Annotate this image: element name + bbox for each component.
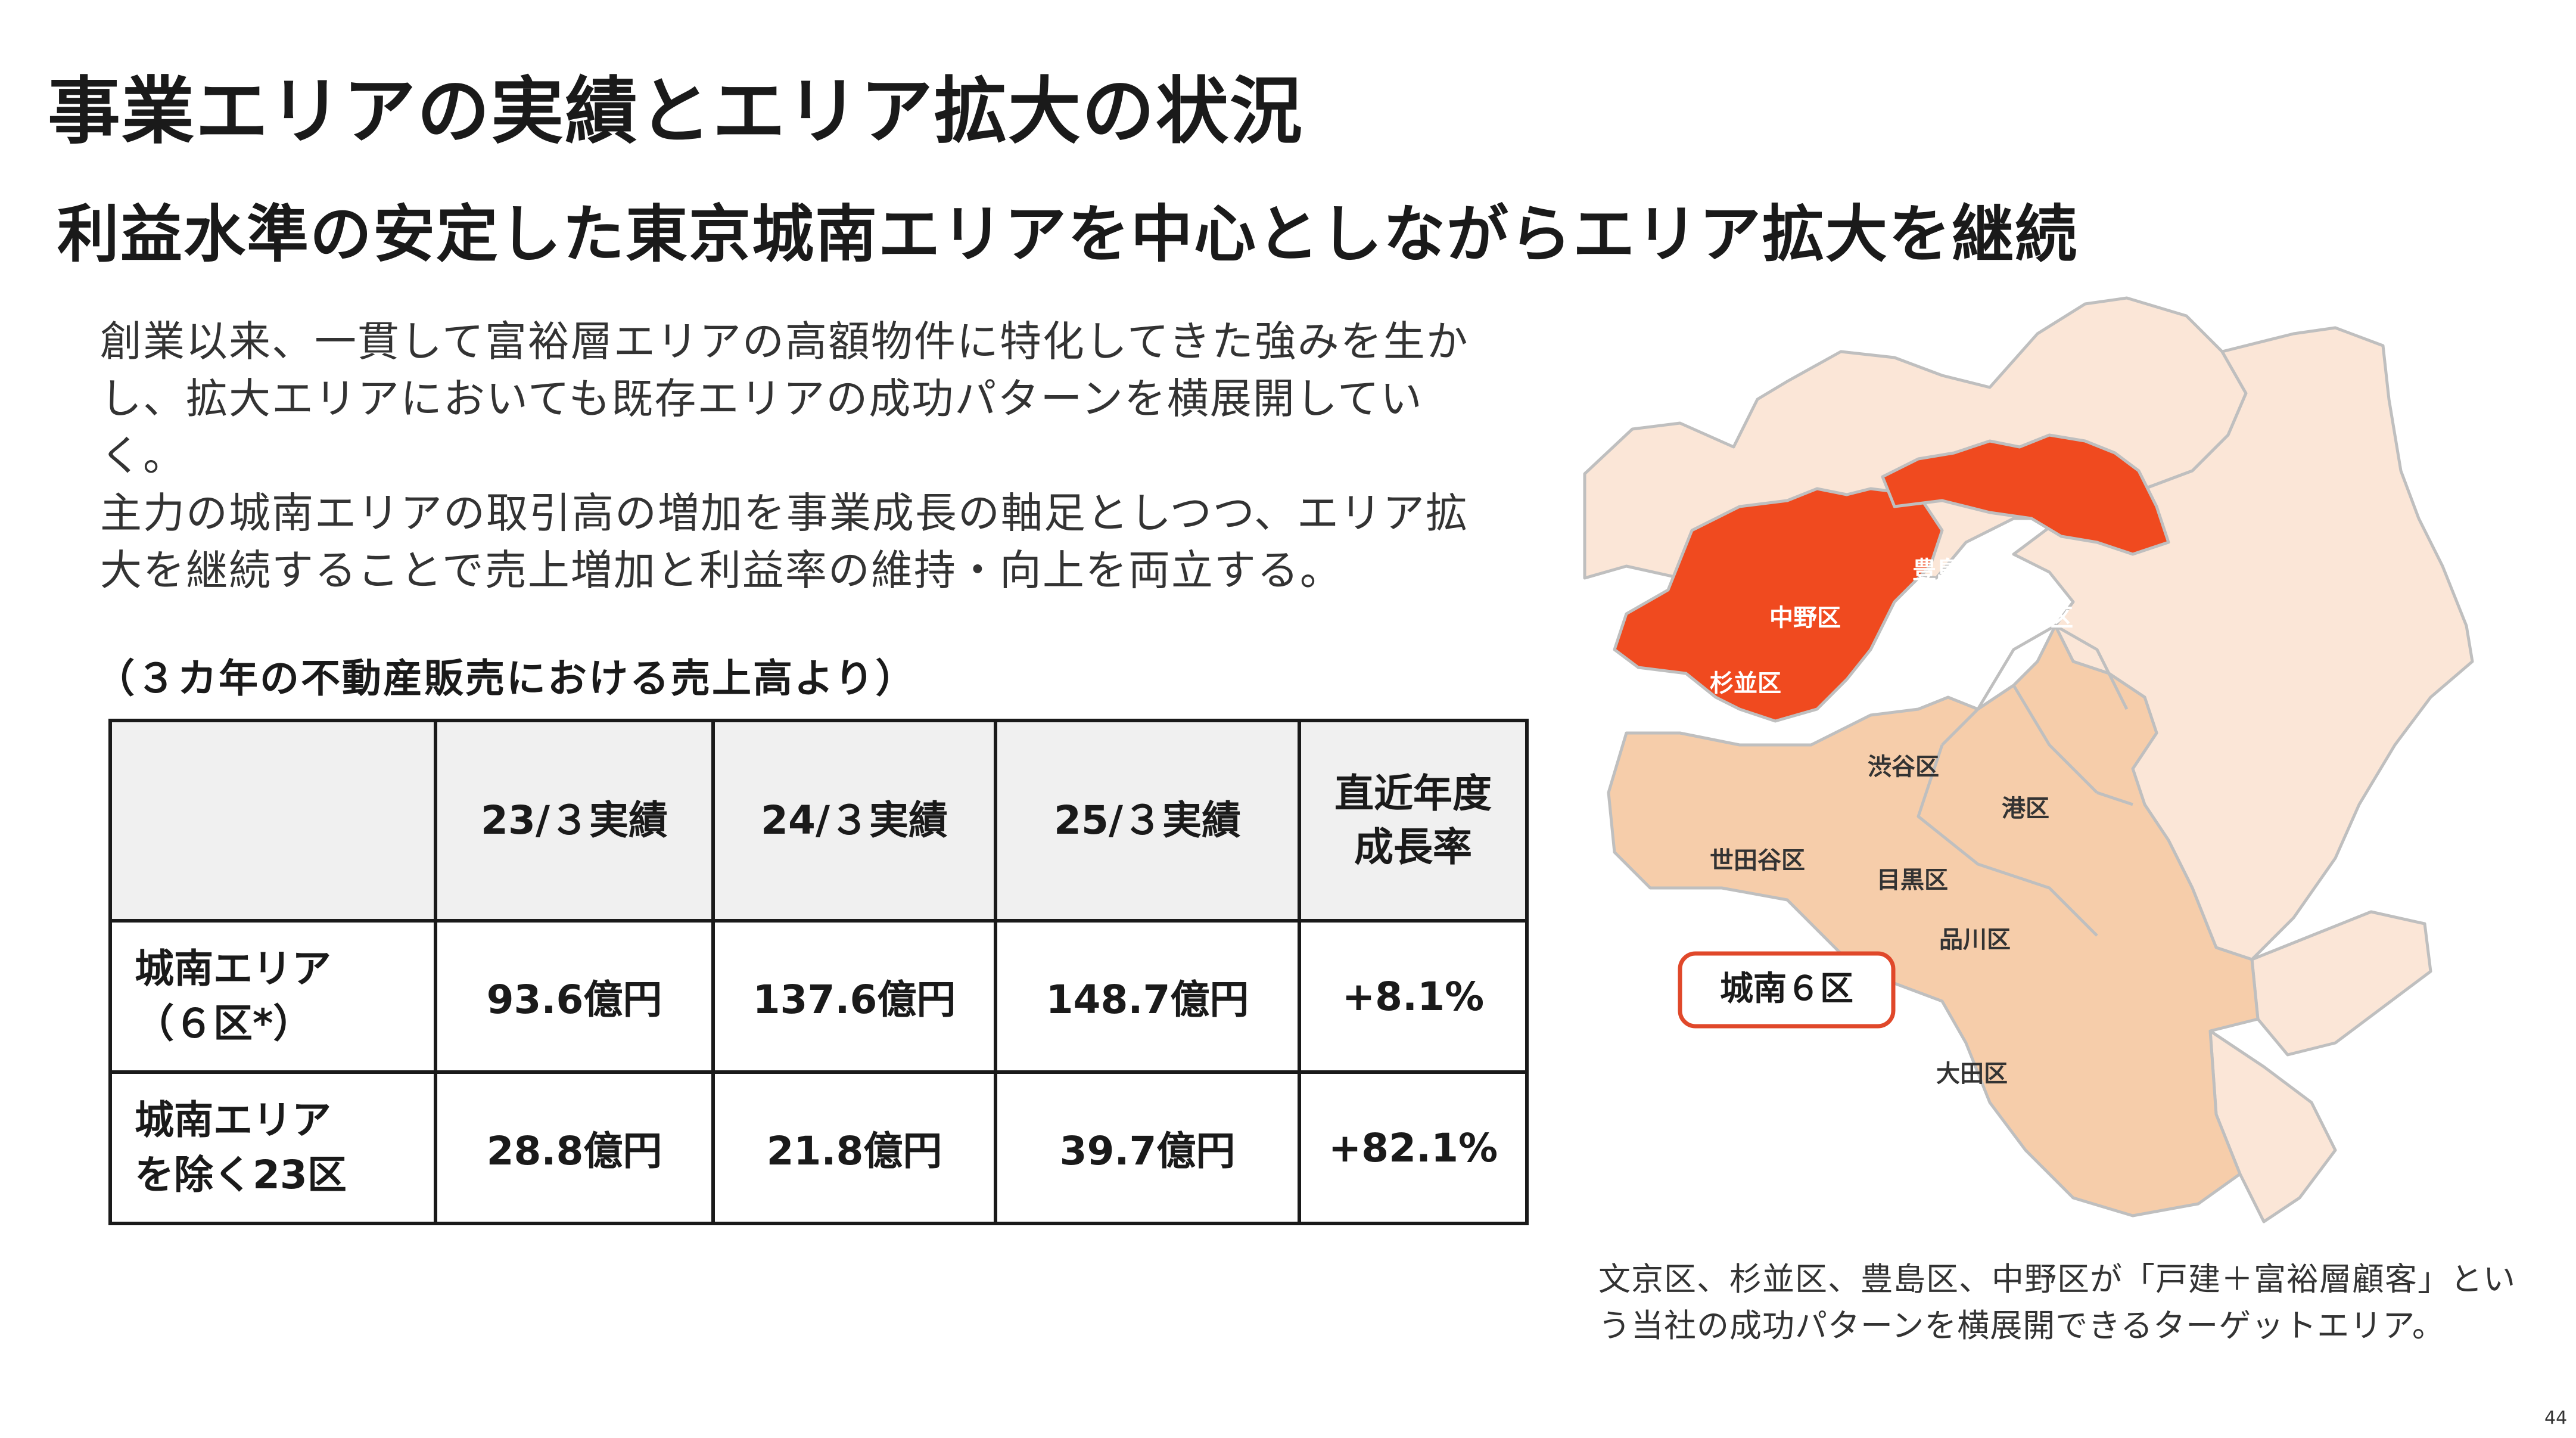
table-row: 城南エリア を除く23区 28.8億円 21.8億円 39.7億円 +82.1%: [108, 1070, 1529, 1225]
table-cell: +8.1%: [1298, 919, 1529, 1074]
johnan-callout-label: 城南６区: [1720, 970, 1853, 1008]
region-south-bay: [2208, 1029, 2337, 1223]
table-caption: （３カ年の不動産販売における売上高より）: [95, 656, 917, 701]
header-cell-growth: 直近年度 成長率: [1298, 719, 1529, 923]
body-text: 創業以来、一貫して富裕層エリアの高額物件に特化してきた強みを生かし、拡大エリアに…: [100, 313, 1488, 599]
region-suginami-nakano: [1613, 487, 1944, 723]
table-cell: 28.8億円: [434, 1070, 715, 1225]
ward-label-nakano: 中野区: [1769, 604, 1841, 632]
body-paragraph: 創業以来、一貫して富裕層エリアの高額物件に特化してきた強みを生かし、拡大エリアに…: [100, 317, 1469, 480]
table-cell: 148.7億円: [994, 919, 1301, 1074]
row-label-johnan: 城南エリア （６区*）: [108, 919, 437, 1074]
ward-label-shibuya: 渋谷区: [1868, 753, 1939, 781]
table-cell: 93.6億円: [434, 919, 715, 1074]
map-footnote: 文京区、杉並区、豊島区、中野区が「戸建＋富裕層顧客」という当社の成功パターンを横…: [1598, 1260, 2516, 1344]
ward-label-suginami: 杉並区: [1710, 670, 1781, 697]
table-row: 城南エリア （６区*） 93.6億円 137.6億円 148.7億円 +8.1%: [108, 919, 1529, 1074]
page-subtitle: 利益水準の安定した東京城南エリアを中心としながらエリア拡大を継続: [57, 198, 2079, 271]
johnan-callout-box: [1678, 951, 1896, 1029]
ward-label-bunkyo: 文京区: [2002, 604, 2073, 632]
header-cell-fy23: 23/３実績: [434, 719, 715, 923]
header-cell-empty: [108, 719, 437, 923]
table-cell: +82.1%: [1298, 1070, 1529, 1225]
table-cell: 137.6億円: [711, 919, 997, 1074]
header-cell-fy25: 25/３実績: [994, 719, 1301, 923]
ward-label-setagaya: 世田谷区: [1710, 847, 1805, 874]
johnan-inner-border: [1917, 624, 2133, 937]
row-label-other-23-wards: 城南エリア を除く23区: [108, 1070, 437, 1225]
ward-label-ota: 大田区: [1936, 1060, 2008, 1088]
body-paragraph: 主力の城南エリアの取引高の増加を事業成長の軸足としつつ、エリア拡大を継続すること…: [100, 489, 1469, 595]
header-cell-fy24: 24/３実績: [711, 719, 997, 923]
page-title: 事業エリアの実績とエリア拡大の状況: [48, 69, 1303, 154]
region-toshima-bunkyo: [1881, 433, 2170, 556]
region-bay: [2250, 910, 2432, 1057]
ward-label-meguro: 目黒区: [1877, 866, 1948, 894]
ward-label-minato: 港区: [2002, 795, 2049, 822]
table-header-row: 23/３実績 24/３実績 25/３実績 直近年度 成長率: [108, 719, 1529, 923]
ward-label-toshima: 豊島区: [1912, 557, 1984, 584]
page-number: 44: [2544, 1408, 2568, 1428]
table-cell: 39.7億円: [994, 1070, 1301, 1225]
tokyo-23-wards-map: 杉並区 中野区 豊島区 文京区 渋谷区 港区 世田谷区 目黒区 品川区 大田区 …: [1561, 292, 2496, 1246]
ward-label-shinagawa: 品川区: [1939, 926, 2011, 954]
table-cell: 21.8億円: [711, 1070, 997, 1225]
sales-table: 23/３実績 24/３実績 25/３実績 直近年度 成長率 城南エリア （６区*…: [108, 719, 1529, 1225]
